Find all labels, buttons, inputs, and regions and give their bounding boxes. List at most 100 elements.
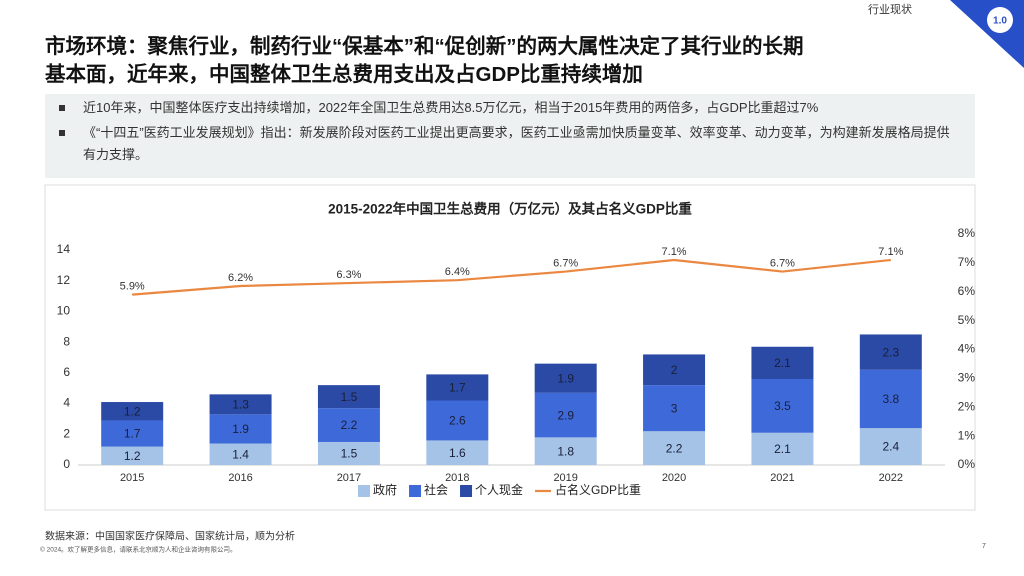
line-label: 6.2% (228, 272, 253, 284)
y2-tick-label: 1% (958, 428, 976, 442)
bar (859, 334, 922, 370)
bar-label: 2.3 (882, 345, 899, 359)
bar (426, 400, 489, 441)
bar-label: 1.3 (232, 398, 249, 412)
y2-tick-label: 5% (958, 313, 976, 327)
bar (317, 441, 380, 465)
y-tick-label: 2 (63, 426, 70, 440)
bar-label: 1.5 (341, 447, 358, 461)
x-tick-label: 2015 (120, 472, 144, 484)
bar (534, 363, 597, 393)
bar (101, 420, 164, 447)
bar (209, 414, 272, 444)
legend-label: 占名义GDP比重 (555, 482, 641, 497)
chart-title: 2015-2022年中国卫生总费用（万亿元）及其占名义GDP比重 (328, 201, 692, 217)
source: 数据来源：中国国家医疗保障局、国家统计局，顺为分析 (45, 530, 295, 543)
title: 市场环境：聚焦行业，制药行业“保基本”和“促创新”的两大属性决定了其行业的长期基… (45, 33, 804, 89)
legend-swatch (460, 485, 473, 497)
chart-frame (44, 184, 976, 511)
title-line: 市场环境：聚焦行业，制药行业“保基本”和“促创新”的两大属性决定了其行业的长期 (45, 35, 804, 58)
y-tick-label: 8 (63, 334, 70, 348)
bar-label: 2.9 (557, 408, 574, 422)
bar-label: 1.4 (232, 447, 249, 461)
bar (643, 354, 706, 386)
bar (209, 443, 272, 465)
bar (859, 428, 922, 465)
y-tick-label: 0 (63, 457, 70, 471)
bar (426, 374, 489, 401)
y2-tick-label: 0% (958, 457, 976, 471)
bar (317, 408, 380, 442)
section: 行业现状 (868, 2, 912, 16)
bar-label: 1.2 (124, 404, 141, 418)
x-tick-label: 2018 (445, 472, 469, 484)
bar-label: 3.5 (774, 399, 791, 413)
line-label: 7.1% (662, 246, 687, 258)
bar-label: 1.7 (449, 381, 466, 395)
bar (751, 346, 814, 379)
page-no: 7 (982, 543, 986, 550)
line (132, 258, 891, 296)
legend-label: 政府 (373, 482, 397, 497)
bullets: 近10年来，中国整体医疗支出持续增加，2022年全国卫生总费用达8.5万亿元，相… (45, 94, 975, 178)
y-tick-label: 10 (57, 304, 71, 318)
line-label: 6.7% (553, 257, 578, 269)
bar (317, 385, 380, 409)
bar-label: 1.5 (341, 390, 358, 404)
bar-label: 1.9 (232, 422, 249, 436)
y2-tick-label: 6% (958, 284, 976, 298)
bar (751, 432, 814, 465)
bar-label: 2.1 (774, 356, 791, 370)
bar (101, 446, 164, 465)
bar (643, 431, 706, 465)
legend-swatch (409, 485, 422, 497)
bullet: 《“十四五”医药工业发展规划》指出：新发展阶段对医药工业提出更高要求，医药工业亟… (45, 122, 975, 166)
bullet: 近10年来，中国整体医疗支出持续增加，2022年全国卫生总费用达8.5万亿元，相… (45, 97, 975, 119)
y-tick-label: 12 (57, 273, 71, 287)
bar-label: 1.2 (124, 449, 141, 463)
line-label: 6.3% (336, 269, 361, 281)
copyright: © 2024。欢了解更多信息，请联系北京顺为人和企业咨询有限公司。 (40, 545, 237, 554)
line-label: 7.1% (878, 246, 903, 258)
line-label: 6.7% (770, 257, 795, 269)
y-tick-label: 6 (63, 365, 70, 379)
x-tick-label: 2019 (553, 472, 577, 484)
bar (534, 437, 597, 465)
y2-tick-label: 8% (958, 226, 976, 240)
legend-label: 个人现金 (475, 482, 523, 497)
bar (643, 385, 706, 432)
bar-label: 1.9 (557, 371, 574, 385)
y2-tick-label: 3% (958, 371, 976, 385)
y2-tick-label: 2% (958, 399, 976, 413)
x-tick-label: 2021 (770, 472, 794, 484)
bar (534, 392, 597, 438)
y2-tick-label: 7% (958, 255, 976, 269)
bar (859, 369, 922, 429)
bar-label: 3.8 (882, 392, 899, 406)
x-tick-label: 2017 (337, 472, 361, 484)
x-tick-label: 2020 (662, 472, 686, 484)
corner (950, 0, 1024, 68)
bar-label: 3 (671, 401, 678, 415)
legend-swatch (358, 485, 370, 497)
line-label: 6.4% (445, 266, 470, 278)
bar (751, 379, 814, 433)
section-no: 1.0 (993, 16, 1007, 27)
bar-label: 1.6 (449, 446, 466, 460)
bar-label: 2.2 (666, 441, 683, 455)
line-label: 5.9% (120, 281, 145, 293)
y-tick-label: 4 (63, 396, 70, 410)
y-tick-label: 14 (57, 242, 71, 256)
bar-label: 2.6 (449, 414, 466, 428)
bar-label: 1.8 (557, 444, 574, 458)
bar-label: 2.4 (882, 440, 899, 454)
bar-label: 2.1 (774, 442, 791, 456)
y2-tick-label: 4% (958, 342, 976, 356)
bar-label: 1.7 (124, 427, 141, 441)
x-tick-label: 2016 (228, 472, 252, 484)
bar (209, 394, 272, 415)
bar (101, 402, 164, 421)
badge (987, 7, 1013, 33)
bar (426, 440, 489, 465)
